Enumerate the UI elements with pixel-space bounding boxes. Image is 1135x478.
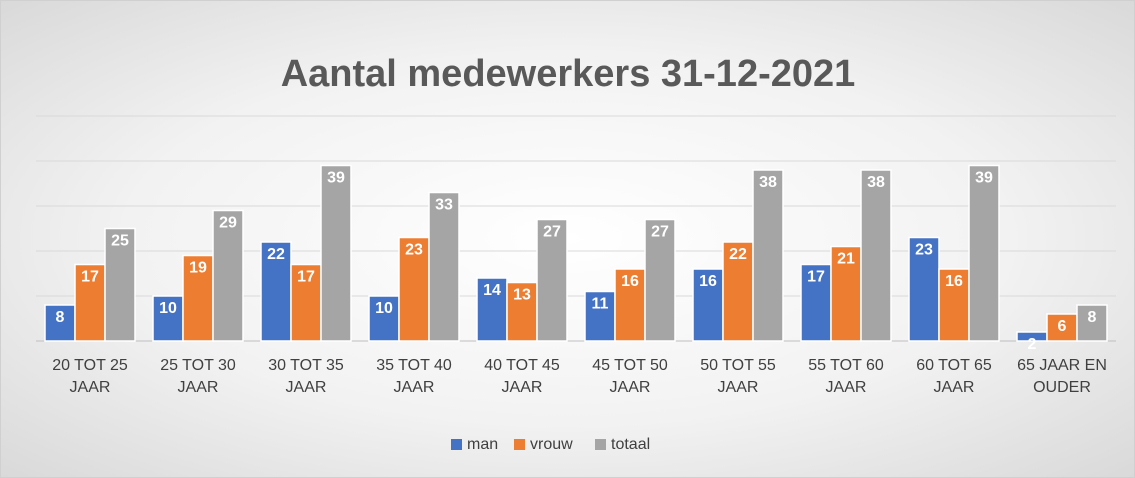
data-label: 25 bbox=[111, 233, 129, 250]
data-label: 13 bbox=[513, 287, 531, 304]
bar bbox=[104, 227, 136, 342]
legend-label: vrouw bbox=[530, 436, 573, 453]
bar bbox=[320, 164, 352, 342]
x-tick-label: 35 TOT 40 JAAR bbox=[376, 357, 452, 396]
data-label: 27 bbox=[651, 224, 669, 241]
data-label: 16 bbox=[699, 273, 717, 290]
data-label: 23 bbox=[915, 242, 933, 259]
bar bbox=[506, 281, 538, 342]
bar bbox=[584, 290, 616, 342]
data-label: 21 bbox=[837, 251, 855, 268]
x-tick-label: 65 JAAR EN OUDER bbox=[1017, 357, 1107, 396]
data-label: 11 bbox=[592, 296, 609, 313]
bar bbox=[536, 218, 568, 342]
data-label: 38 bbox=[867, 174, 885, 191]
legend-label: man bbox=[467, 436, 498, 453]
bar bbox=[428, 191, 460, 342]
data-label: 19 bbox=[189, 260, 207, 277]
data-label: 10 bbox=[375, 300, 393, 317]
bar bbox=[644, 218, 676, 342]
data-label: 2 bbox=[1028, 336, 1037, 353]
data-label: 22 bbox=[729, 246, 747, 263]
bar bbox=[476, 277, 508, 342]
bar bbox=[860, 169, 892, 342]
x-tick-label: 55 TOT 60 JAAR bbox=[808, 357, 884, 396]
legend-swatch bbox=[595, 439, 606, 450]
data-label: 38 bbox=[759, 174, 777, 191]
bar bbox=[398, 236, 430, 342]
bar bbox=[1076, 304, 1108, 342]
legend-label: totaal bbox=[611, 436, 650, 453]
bar bbox=[44, 304, 76, 342]
data-label: 33 bbox=[435, 197, 453, 214]
bar bbox=[290, 263, 322, 342]
bar bbox=[152, 295, 184, 342]
bar bbox=[368, 295, 400, 342]
data-label: 29 bbox=[219, 215, 237, 232]
bar bbox=[212, 209, 244, 342]
data-label: 16 bbox=[945, 273, 963, 290]
bar bbox=[260, 241, 292, 342]
bar bbox=[722, 241, 754, 342]
chart-title: Aantal medewerkers 31-12-2021 bbox=[281, 53, 856, 95]
data-label: 39 bbox=[975, 170, 993, 187]
data-label: 27 bbox=[543, 224, 561, 241]
data-label: 6 bbox=[1058, 318, 1067, 335]
data-label: 17 bbox=[807, 269, 825, 286]
legend-swatch bbox=[451, 439, 462, 450]
x-tick-label: 50 TOT 55 JAAR bbox=[700, 357, 776, 396]
data-label: 17 bbox=[297, 269, 315, 286]
data-label: 10 bbox=[159, 300, 177, 317]
data-label: 8 bbox=[56, 309, 65, 326]
x-tick-label: 60 TOT 65 JAAR bbox=[916, 357, 992, 396]
legend-swatch bbox=[514, 439, 525, 450]
bar bbox=[692, 268, 724, 342]
data-label: 39 bbox=[327, 170, 345, 187]
data-label: 23 bbox=[405, 242, 423, 259]
bar bbox=[968, 164, 1000, 342]
data-label: 16 bbox=[621, 273, 639, 290]
x-tick-label: 30 TOT 35 JAAR bbox=[268, 357, 344, 396]
data-label: 22 bbox=[267, 246, 285, 263]
x-tick-label: 20 TOT 25 JAAR bbox=[52, 357, 128, 396]
bar bbox=[752, 169, 784, 342]
bar bbox=[182, 254, 214, 342]
data-label: 17 bbox=[81, 269, 99, 286]
x-tick-label: 40 TOT 45 JAAR bbox=[484, 357, 560, 396]
data-label: 14 bbox=[483, 282, 501, 299]
x-tick-label: 25 TOT 30 JAAR bbox=[160, 357, 236, 396]
x-tick-label: 45 TOT 50 JAAR bbox=[592, 357, 668, 396]
data-label: 8 bbox=[1088, 309, 1097, 326]
